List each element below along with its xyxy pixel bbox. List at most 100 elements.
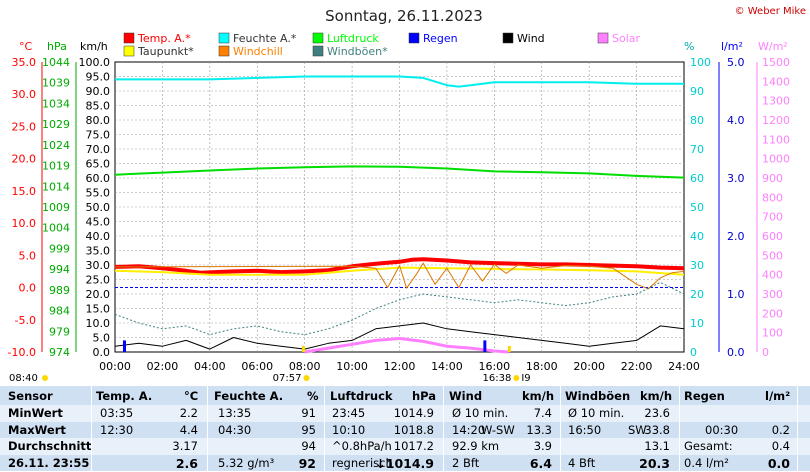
stats-cell-temp: 2.2 [179, 406, 198, 420]
humidity-tick-label: 100 [690, 56, 711, 69]
pressure-tick-label: 1044 [42, 56, 70, 69]
stats-cell-gust: 23.6 [644, 406, 670, 420]
humidity-tick-label: 0 [690, 346, 697, 359]
pressure-tick-label: 1024 [42, 139, 70, 152]
column-separator [324, 386, 325, 471]
legend-label: Taupunkt* [137, 45, 194, 58]
stats-cell-wind-desc: 92.9 km [452, 439, 500, 453]
time-tick-label: 06:00 [241, 360, 273, 373]
header-pressure-unit: hPa [412, 389, 437, 403]
stats-cell-hum: 91 [301, 406, 316, 420]
header-wind-unit: km/h [522, 389, 555, 403]
humidity-tick-label: 50 [690, 201, 704, 214]
header-pressure: Luftdruck [330, 389, 393, 403]
temp-tick-label: 20.0 [12, 153, 37, 166]
solar-tick-label: 1100 [762, 133, 790, 146]
pressure-tick-label: 984 [49, 305, 70, 318]
humidity-tick-label: 60 [690, 172, 704, 185]
day-length-icon [42, 375, 48, 381]
temp-tick-label: 15.0 [12, 185, 37, 198]
stats-cell-wind-desc: 2 Bft [452, 455, 480, 470]
time-tick-label: 22:00 [621, 360, 653, 373]
statistics-table: Sensor Temp. A. °C Feuchte A. % Luftdruc… [0, 386, 810, 471]
header-wind: Wind [449, 389, 483, 403]
header-rain: Regen [684, 389, 725, 403]
stats-cell-hum-time: 13:35 [218, 406, 252, 420]
wind-tick-label: 65.0 [86, 158, 111, 171]
column-separator [797, 386, 798, 471]
legend-swatch [218, 32, 230, 44]
stats-cell-wind: 7.4 [533, 406, 552, 420]
stats-cell-press: 1014.9 [393, 406, 434, 420]
header-temp: Temp. A. [96, 389, 153, 403]
column-separator [443, 386, 444, 471]
legend-label: Solar [612, 32, 641, 45]
sunset-time: 16:38 [483, 373, 512, 384]
series-line-windchill [114, 262, 685, 290]
solar-tick-label: 500 [762, 249, 783, 262]
wind-tick-label: 20.0 [86, 288, 111, 301]
stats-cell-rain-desc: Gesamt: [684, 439, 733, 453]
stats-row: MaxWert 12:30 4.4 04:30 95 10:10 1018.8 14:20 W-… [0, 422, 810, 439]
stats-cell-rain: 0.4 [771, 439, 790, 453]
sun-marker-label: I9 [521, 373, 530, 384]
rain-tick-label: 2.0 [727, 230, 745, 243]
temp-tick-label: 25.0 [12, 120, 37, 133]
stats-cell-label: MinWert [8, 406, 63, 420]
stats-cell-temp-time: 03:35 [100, 406, 134, 420]
column-separator [91, 386, 92, 471]
time-tick-label: 24:00 [668, 360, 700, 373]
axes: 35.030.025.020.015.010.05.00.0-5.0-10.01… [8, 56, 790, 373]
solar-tick-label: 1300 [762, 95, 790, 108]
pressure-tick-label: 974 [49, 346, 70, 359]
header-temp-unit: °C [184, 389, 199, 403]
legend-swatch [408, 32, 420, 44]
wind-tick-label: 25.0 [86, 274, 111, 287]
legend-label: Windböen* [327, 45, 388, 58]
solar-tick-label: 600 [762, 230, 783, 243]
pressure-tick-label: 1034 [42, 97, 70, 110]
legend-swatch [502, 32, 514, 44]
solar-tick-label: 900 [762, 172, 783, 185]
wind-tick-label: 0.0 [93, 346, 111, 359]
stats-cell-gust-desc: 16:50 [568, 422, 602, 437]
series-line-taupunkt [114, 266, 685, 276]
chart-title: Sonntag, 26.11.2023 [325, 7, 483, 25]
temp-unit-label: °C [19, 40, 33, 53]
day-length: 08:40 [9, 373, 38, 384]
stats-cell-temp: 2.6 [175, 455, 198, 471]
stats-cell-hum: 95 [301, 422, 316, 437]
temp-tick-label: 10.0 [12, 217, 37, 230]
axis-units: °C hPa km/h% l/m² W/m² [19, 40, 788, 53]
legend-label: Regen [423, 32, 458, 45]
wind-tick-label: 45.0 [86, 216, 111, 229]
pressure-tick-label: 989 [49, 284, 70, 297]
wind-tick-label: 90.0 [86, 85, 111, 98]
wind-tick-label: 60.0 [86, 172, 111, 185]
copyright: © Weber Mike [735, 6, 806, 17]
humidity-tick-label: 10 [690, 317, 704, 330]
stats-row: MinWert 03:35 2.2 13:35 91 23:45 1014.9 Ø 10 mi… [0, 405, 810, 422]
solar-tick-label: 700 [762, 211, 783, 224]
legend-label: Luftdruck [327, 32, 379, 45]
column-separator [679, 386, 680, 471]
time-tick-label: 20:00 [573, 360, 605, 373]
solar-tick-label: 400 [762, 269, 783, 282]
solar-tick-label: 0 [762, 346, 769, 359]
humidity-tick-label: 90 [690, 85, 704, 98]
legend-label: Feuchte A.* [233, 32, 297, 45]
solar-unit-label: W/m² [758, 40, 788, 53]
stats-cell-label: 26.11. 23:55 [8, 455, 90, 470]
series-line-solar [304, 337, 509, 354]
stats-cell-press-time: 10:10 [332, 422, 366, 437]
pressure-tick-label: 1039 [42, 77, 70, 90]
humidity-unit-label: % [684, 40, 694, 53]
pressure-tick-label: 1014 [42, 180, 70, 193]
time-tick-label: 18:00 [526, 360, 558, 373]
column-separator [560, 386, 561, 471]
time-tick-label: 02:00 [147, 360, 179, 373]
legend-swatch [597, 32, 609, 44]
legend-swatch [312, 45, 324, 57]
stats-cell-temp: 3.17 [172, 439, 198, 453]
series-line-windb-en [114, 281, 685, 336]
